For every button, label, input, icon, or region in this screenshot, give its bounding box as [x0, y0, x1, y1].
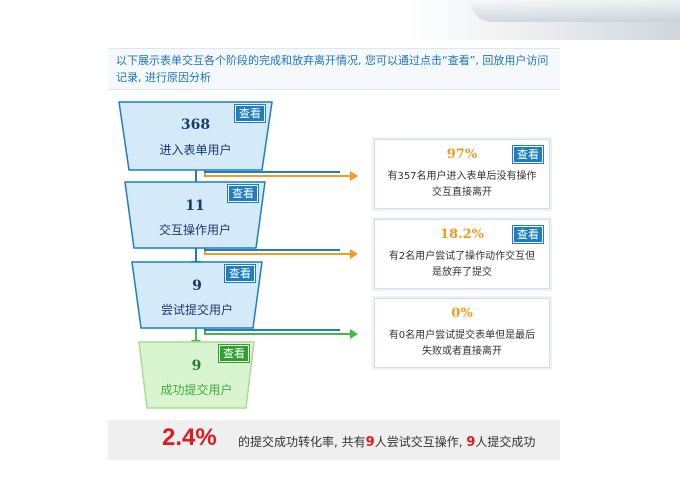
banner-shine: [470, 0, 680, 22]
conversion-rate: 2.4%: [162, 424, 217, 451]
stage-count: 9: [192, 278, 202, 294]
stage-label: 交互操作用户: [158, 223, 231, 237]
summary-text-2: 人尝试交互操作,: [374, 435, 463, 449]
dropoff-description: 有0名用户尝试提交表单但是最后失败或者直接离开: [388, 330, 536, 357]
stage-label: 成功提交用户: [160, 383, 233, 397]
stage-count: 368: [180, 117, 211, 133]
funnel-stage-3: 9 尝试提交用户 查看: [131, 261, 263, 329]
summary-text-3: 人提交成功: [475, 435, 536, 449]
view-button[interactable]: 查看: [235, 105, 265, 122]
dropoff-percent: 97%: [446, 147, 478, 162]
dropoff-description: 有2名用户尝试了操作动作交互但是放弃了提交: [388, 251, 536, 278]
dropoff-panel-3: 0% 有0名用户尝试提交表单但是最后失败或者直接离开: [374, 298, 550, 368]
view-button[interactable]: 查看: [228, 185, 258, 202]
stage-count: 11: [185, 198, 205, 214]
view-button[interactable]: 查看: [513, 146, 543, 163]
funnel-stage-4: 9 成功提交用户 查看: [138, 341, 255, 409]
funnel-stage-2: 11 交互操作用户 查看: [124, 181, 266, 249]
dropoff-percent: 0%: [451, 306, 473, 321]
dropoff-description: 有357名用户进入表单后没有操作交互直接离开: [387, 171, 537, 198]
dropoff-percent: 18.2%: [439, 227, 484, 242]
summary-text-1: 的提交成功转化率, 共有: [238, 435, 366, 449]
summary-success-count: 9: [466, 435, 476, 450]
top-banner: [0, 0, 680, 40]
stage-label: 尝试提交用户: [160, 303, 233, 317]
dropoff-panel-2: 18.2% 有2名用户尝试了操作动作交互但是放弃了提交 查看: [374, 219, 550, 289]
funnel-shape: [118, 101, 273, 171]
conversion-summary: 2.4% 的提交成功转化率, 共有9人尝试交互操作, 9人提交成功: [108, 420, 560, 460]
view-button[interactable]: 查看: [219, 345, 249, 362]
funnel-stage-1: 368 进入表单用户 查看: [118, 101, 273, 171]
dropoff-panel-1: 97% 有357名用户进入表单后没有操作交互直接离开 查看: [374, 139, 550, 209]
summary-text: 的提交成功转化率, 共有9人尝试交互操作, 9人提交成功: [238, 433, 535, 450]
intro-text: 以下展示表单交互各个阶段的完成和放弃离开情况, 您可以通过点击“查看”, 回放用…: [108, 48, 560, 90]
stage-count: 9: [191, 358, 202, 374]
view-button[interactable]: 查看: [513, 226, 543, 243]
view-button[interactable]: 查看: [225, 265, 255, 282]
stage-label: 进入表单用户: [159, 143, 232, 157]
summary-tried-count: 9: [365, 435, 375, 450]
